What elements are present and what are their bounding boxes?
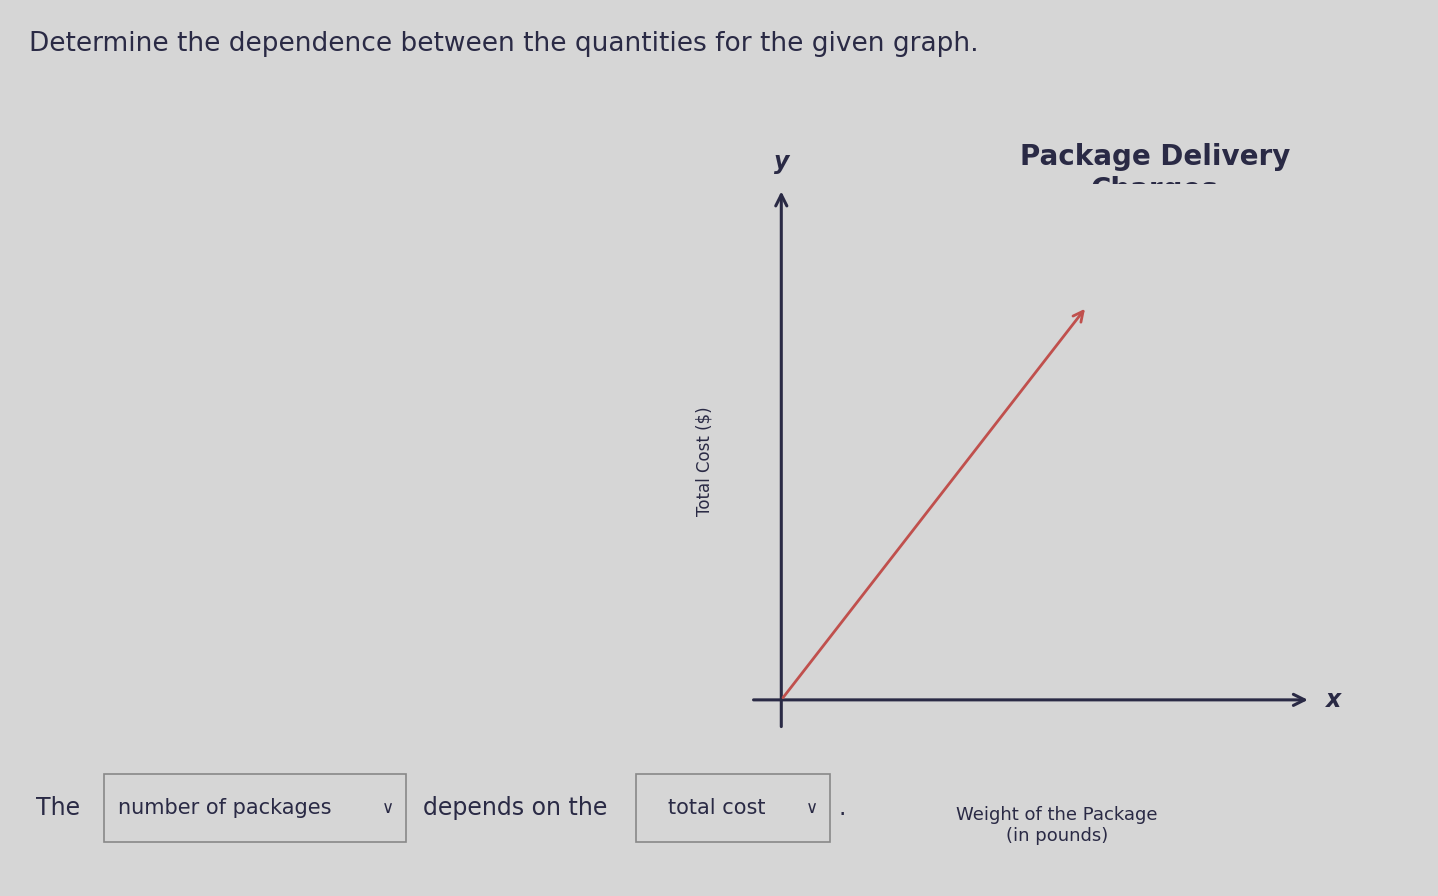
Text: Total Cost ($): Total Cost ($) [696, 407, 713, 516]
Text: Determine the dependence between the quantities for the given graph.: Determine the dependence between the qua… [29, 31, 978, 57]
Text: x: x [1326, 688, 1342, 711]
Text: depends on the: depends on the [423, 797, 607, 820]
FancyBboxPatch shape [104, 774, 406, 842]
Text: The: The [36, 797, 81, 820]
Text: .: . [838, 797, 846, 820]
FancyBboxPatch shape [636, 774, 830, 842]
Text: y: y [774, 150, 789, 174]
Text: ∨: ∨ [383, 799, 394, 817]
Text: Package Delivery
Charges: Package Delivery Charges [1020, 143, 1290, 203]
Text: Weight of the Package
(in pounds): Weight of the Package (in pounds) [956, 806, 1158, 845]
Text: ∨: ∨ [807, 799, 818, 817]
Text: number of packages: number of packages [118, 798, 331, 818]
Text: total cost: total cost [669, 798, 766, 818]
